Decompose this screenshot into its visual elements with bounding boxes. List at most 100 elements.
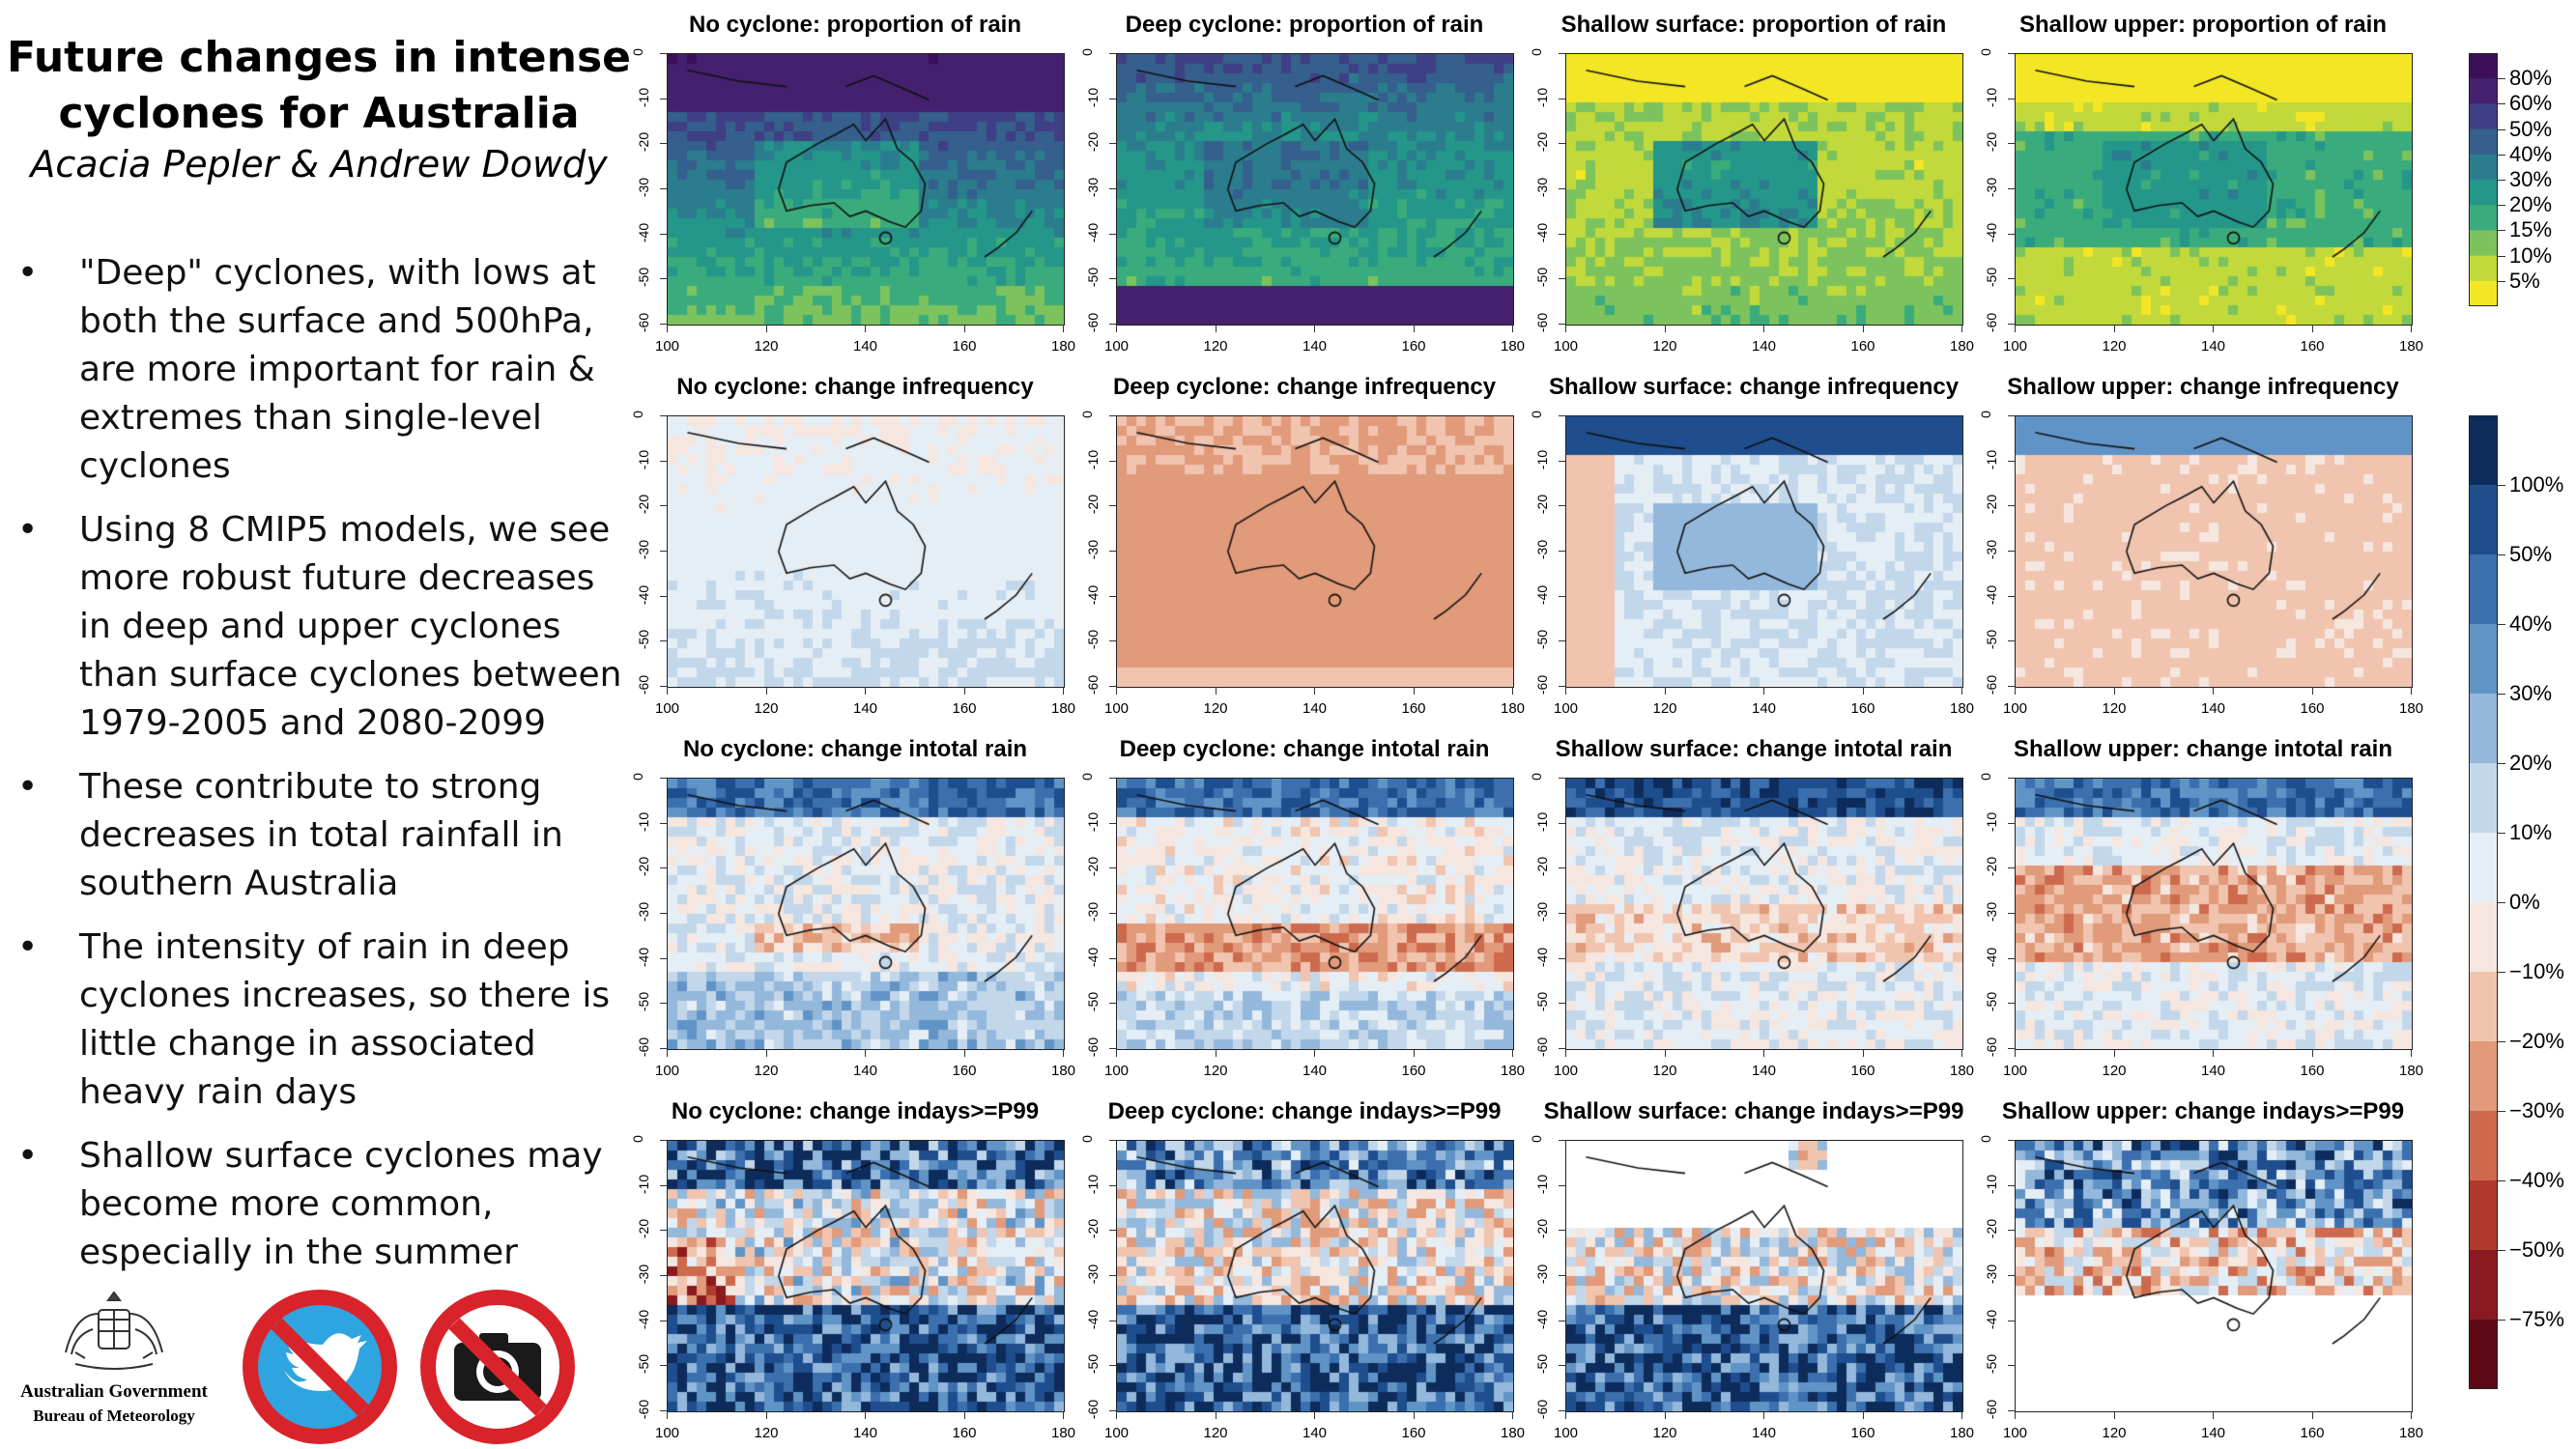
x-tick-label: 100	[655, 700, 680, 717]
x-tick-label: 140	[853, 1425, 878, 1441]
y-tick-label: -20	[636, 132, 652, 153]
x-tick-label: 100	[655, 1063, 680, 1079]
y-tick-mark	[660, 551, 667, 552]
bullet-item: • "Deep" cyclones, with lows at both the …	[17, 249, 636, 491]
y-tick-mark	[1559, 867, 1565, 869]
y-tick-label: -50	[1534, 268, 1551, 288]
x-tick-label: 140	[1302, 1425, 1328, 1441]
x-tick-mark	[2411, 687, 2412, 695]
panel-title: No cyclone: proportion of rain	[688, 12, 1021, 38]
y-tick-mark	[660, 822, 667, 824]
x-tick-mark	[1512, 325, 1513, 332]
x-tick-mark	[1763, 1049, 1764, 1057]
colorbar-label: 20%	[2509, 751, 2553, 775]
x-tick-label: 140	[1752, 1063, 1777, 1079]
colorbar-label: 100%	[2509, 472, 2564, 497]
x-tick-label: 100	[1104, 1063, 1130, 1079]
x-tick-mark	[667, 325, 668, 332]
y-tick-label: -10	[1534, 811, 1551, 832]
y-tick-mark	[1109, 1230, 1116, 1232]
map-panel: No cyclone: change indays>=P99 0 -10 -20 -30…	[628, 1087, 1082, 1446]
y-tick-label: -20	[1534, 857, 1551, 877]
y-tick-label: -50	[1984, 992, 2000, 1012]
y-tick-mark	[1559, 595, 1565, 597]
y-tick-mark	[2008, 188, 2015, 189]
x-tick-label: 100	[1554, 700, 1579, 717]
x-tick-label: 120	[1203, 1063, 1228, 1079]
colorbar-tick	[2498, 694, 2505, 695]
x-tick-mark	[1961, 687, 1962, 695]
y-tick-label: -30	[1534, 177, 1551, 198]
x-tick-label: 120	[1203, 700, 1228, 717]
x-tick-mark	[865, 325, 866, 332]
x-tick-label: 160	[1401, 338, 1426, 355]
x-tick-label: 140	[1302, 338, 1328, 355]
x-tick-label: 140	[2201, 700, 2226, 717]
y-tick-label: -10	[1085, 811, 1102, 832]
y-tick-label: -10	[1085, 87, 1102, 107]
y-tick-label: -10	[1085, 449, 1102, 469]
y-tick-mark	[660, 867, 667, 869]
colorbar-label: 5%	[2509, 268, 2540, 293]
colorbar-swatch	[2469, 694, 2498, 764]
y-tick-mark	[1109, 867, 1116, 869]
x-tick-label: 180	[1950, 1425, 1975, 1441]
government-name: Australian Government	[20, 1381, 208, 1402]
colorbar-swatch	[2469, 554, 2498, 625]
x-tick-label: 120	[754, 700, 779, 717]
colorbar-border	[2469, 53, 2498, 306]
x-tick-mark	[2311, 1049, 2313, 1057]
bullet-dot: •	[17, 927, 39, 967]
panel-title: Shallow upper: change indays>=P99	[2001, 1098, 2405, 1124]
y-tick-label: -60	[1085, 1399, 1102, 1420]
y-tick-label: -40	[1984, 584, 2000, 605]
y-tick-label: -40	[1984, 947, 2000, 967]
y-tick-label: -10	[1984, 811, 2000, 832]
y-tick-mark	[2008, 1275, 2015, 1276]
x-tick-label: 120	[754, 338, 779, 355]
colorbar-label: 20%	[2509, 192, 2553, 217]
colorbar-tick	[2498, 1320, 2505, 1321]
y-tick-mark	[1559, 778, 1565, 779]
y-tick-mark	[660, 143, 667, 145]
page-title-line-2: cyclones for Australia	[58, 89, 580, 138]
x-tick-mark	[1565, 1049, 1566, 1057]
y-tick-mark	[1559, 957, 1565, 959]
y-tick-label: -30	[636, 1264, 652, 1285]
x-tick-label: 120	[2102, 1425, 2127, 1441]
y-tick-label: 0	[1977, 773, 1993, 781]
x-tick-label: 180	[1051, 338, 1076, 355]
y-tick-mark	[2008, 778, 2015, 779]
y-tick-label: -40	[636, 947, 652, 967]
x-tick-mark	[1763, 325, 1764, 332]
page-title-line-1: Future changes in intense	[6, 33, 632, 82]
y-tick-label: 0	[629, 48, 645, 56]
y-tick-label: -10	[636, 811, 652, 832]
y-tick-label: -30	[1085, 1264, 1102, 1285]
y-tick-label: -60	[1984, 674, 2000, 696]
y-tick-mark	[660, 1365, 667, 1367]
colorbar-swatch	[2469, 1180, 2498, 1251]
colorbar-label: −30%	[2509, 1098, 2564, 1122]
y-tick-label: -10	[1534, 1174, 1551, 1194]
x-tick-mark	[1862, 1411, 1864, 1419]
colorbar-tick	[2498, 103, 2505, 105]
y-tick-label: -50	[1085, 1354, 1102, 1375]
x-tick-label: 180	[1051, 1425, 1076, 1441]
panel-title: No cyclone: change infrequency	[676, 374, 1034, 400]
x-tick-label: 180	[1501, 338, 1526, 355]
x-tick-mark	[2015, 1049, 2016, 1057]
x-tick-label: 140	[2201, 1425, 2226, 1441]
x-tick-label: 180	[2399, 1425, 2424, 1441]
x-tick-label: 180	[1950, 1063, 1975, 1079]
map-canvas	[1116, 53, 1514, 326]
x-tick-label: 140	[1302, 700, 1328, 717]
y-tick-mark	[660, 778, 667, 779]
y-tick-mark	[1109, 778, 1116, 779]
x-tick-mark	[1862, 687, 1864, 695]
bullet-list: • "Deep" cyclones, with lows at both the …	[17, 249, 636, 1293]
y-tick-label: -30	[1534, 539, 1551, 560]
y-tick-mark	[2008, 1410, 2015, 1411]
colorbar-tick	[2498, 1180, 2505, 1181]
colorbar-label: −75%	[2509, 1307, 2564, 1331]
